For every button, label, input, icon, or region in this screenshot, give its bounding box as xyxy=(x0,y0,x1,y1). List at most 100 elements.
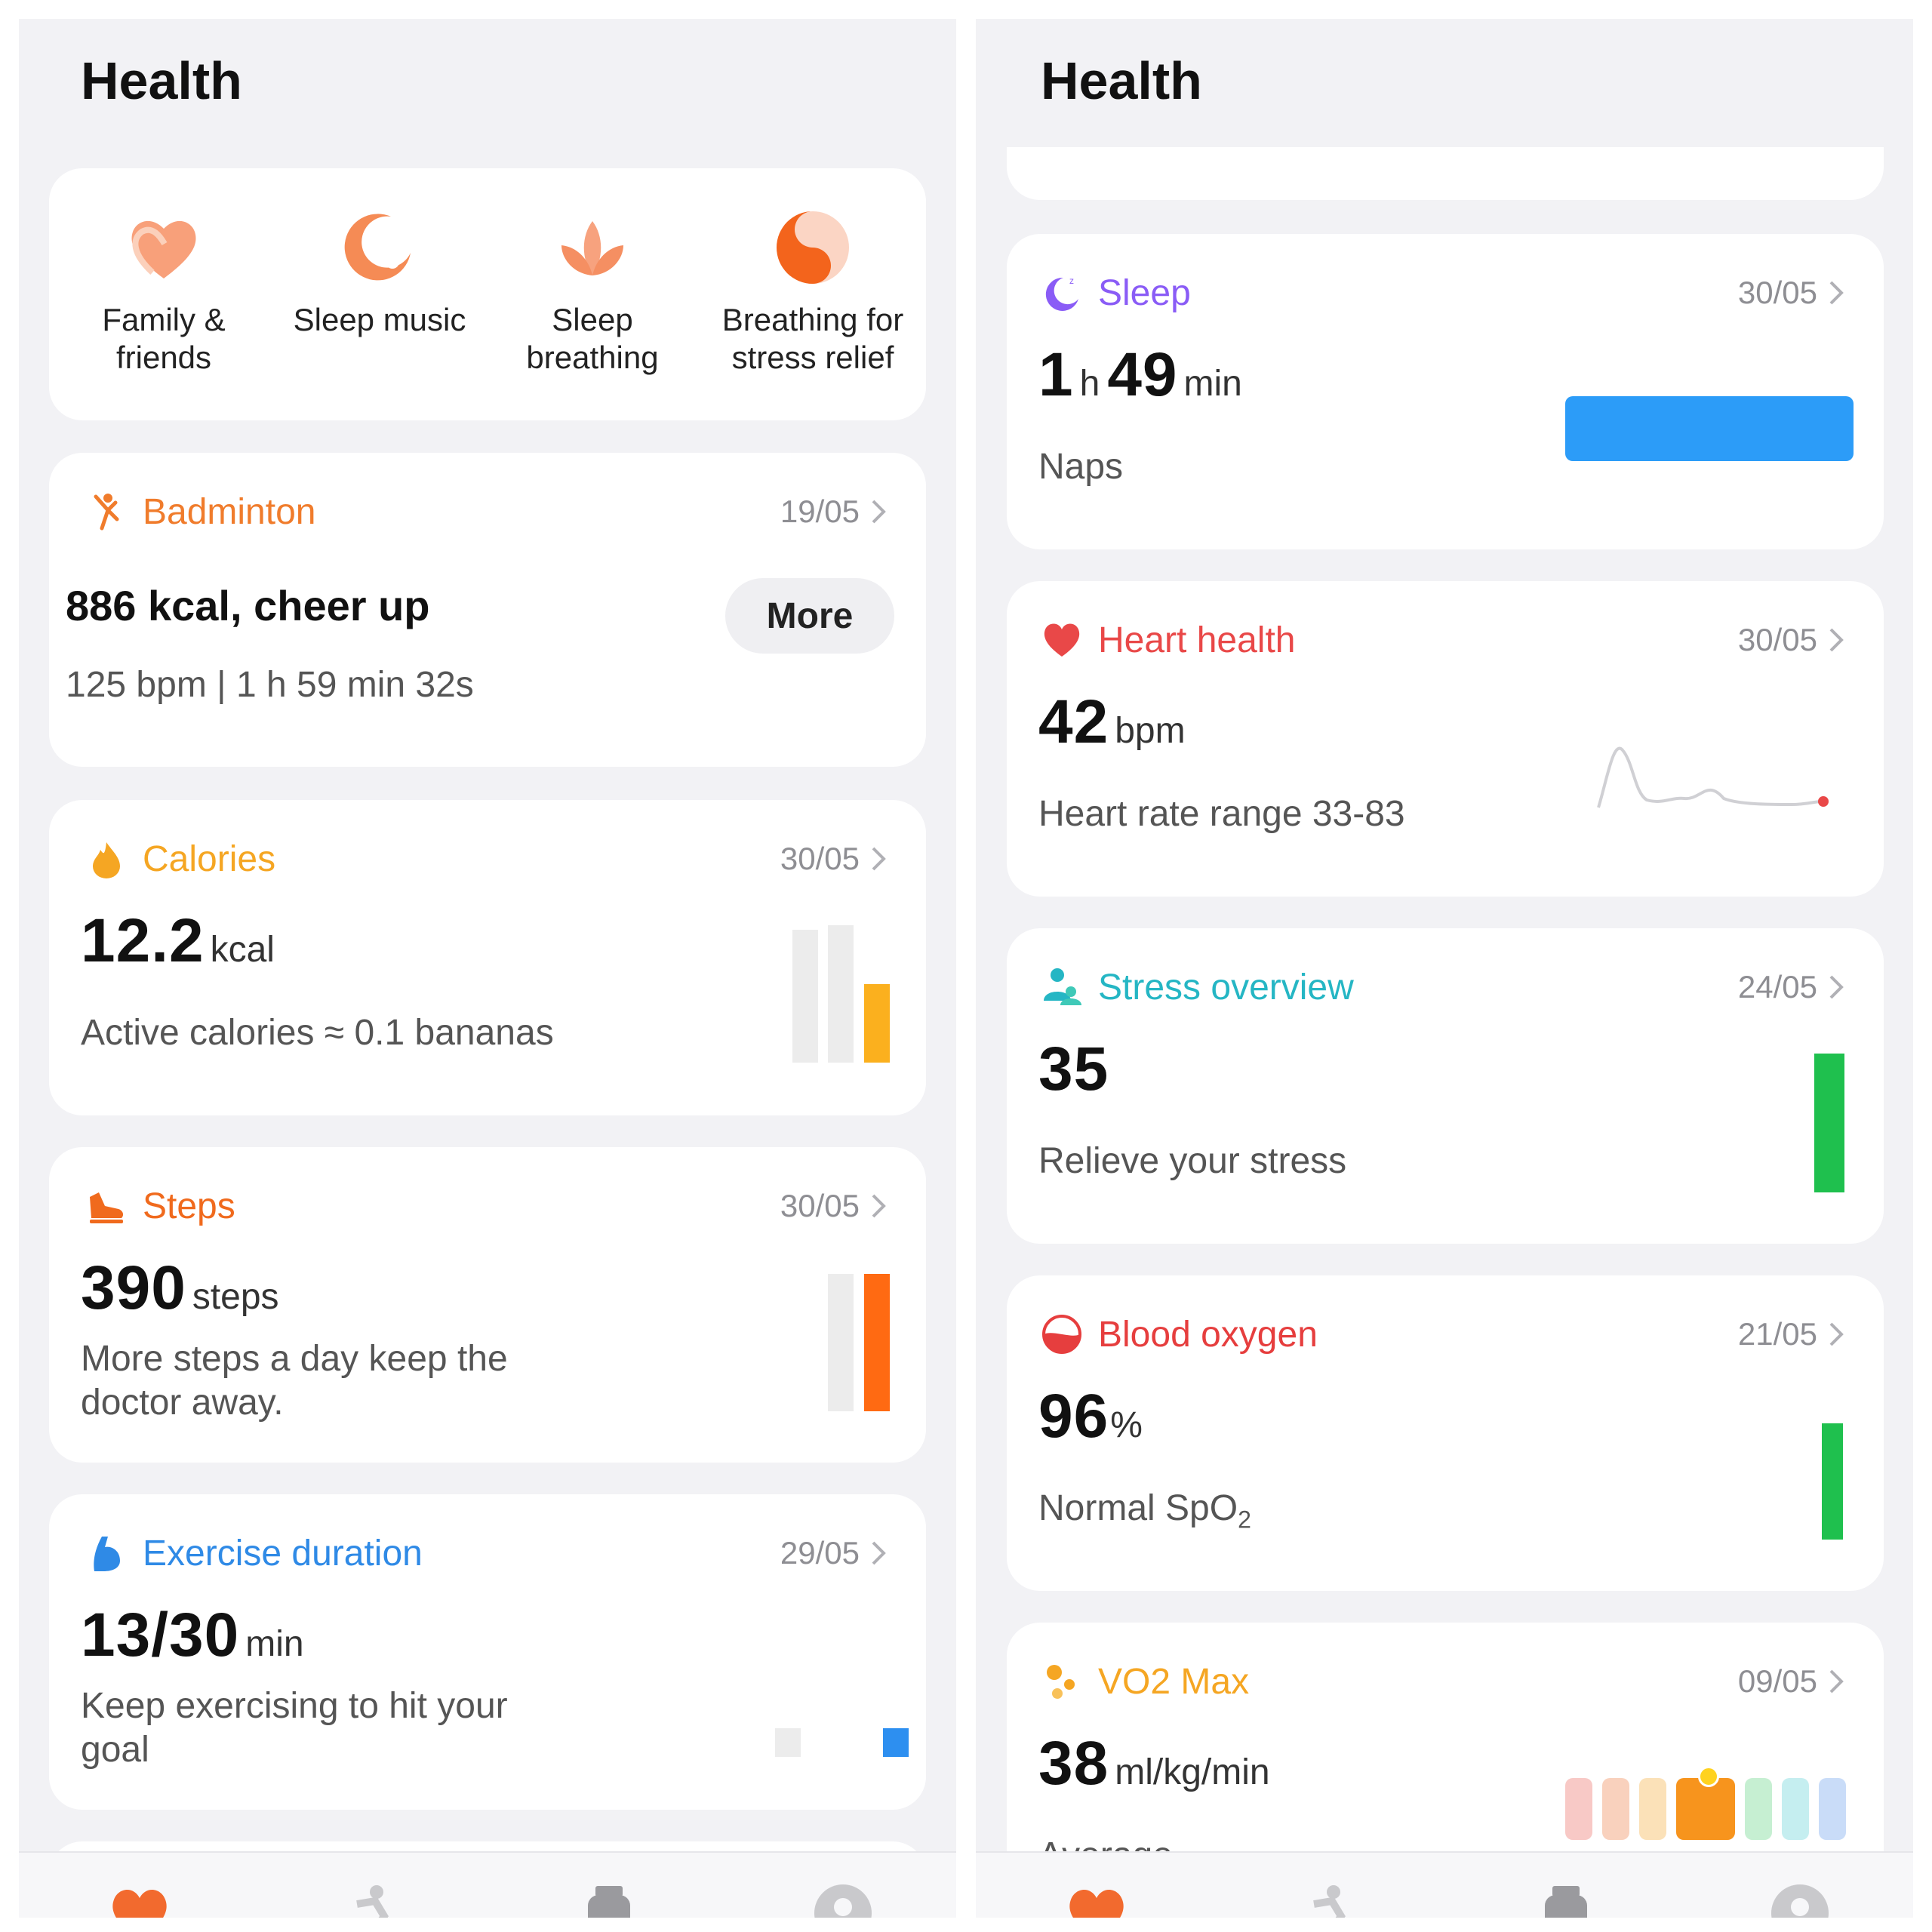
metric-subtitle: Normal SpO2 xyxy=(1038,1487,1529,1542)
date-text: 19/05 xyxy=(780,494,860,529)
metric-value: 35 xyxy=(1038,1035,1109,1103)
card-title: Heart health xyxy=(1098,620,1296,660)
lotus-icon xyxy=(561,221,623,275)
exercise-tab-icon[interactable] xyxy=(1299,1881,1362,1918)
shortcut-label: Sleep xyxy=(552,302,633,337)
chevron-right-icon xyxy=(1829,975,1844,999)
stress-card[interactable]: Stress overview 24/05 35 Relieve your st… xyxy=(1007,928,1884,1244)
date-text: 09/05 xyxy=(1737,1663,1817,1699)
device-tab-icon[interactable] xyxy=(1534,1881,1598,1918)
profile-tab-icon[interactable] xyxy=(1768,1881,1832,1918)
chart-bar-current xyxy=(883,1728,909,1757)
badminton-icon xyxy=(94,494,119,531)
card-title: Badminton xyxy=(143,491,316,532)
card-header: VO2 Max xyxy=(1041,1657,1249,1706)
date-text: 30/05 xyxy=(780,1188,860,1223)
exercise-card[interactable]: Exercise duration 29/05 13/30 min Keep ex… xyxy=(49,1494,926,1810)
shortcut-label: Sleep music xyxy=(293,302,466,337)
card-title: Steps xyxy=(143,1186,235,1226)
card-header: Badminton xyxy=(85,488,315,536)
value-unit: bpm xyxy=(1115,711,1186,751)
shortcut-breathing-stress[interactable]: Breathing for stress relief xyxy=(715,206,911,377)
metric-value: 390 steps xyxy=(81,1253,287,1324)
vo2-level-segment xyxy=(1565,1778,1592,1840)
value-hours: 1 xyxy=(1038,340,1074,409)
chevron-right-icon xyxy=(872,847,886,871)
value-unit: h xyxy=(1079,364,1100,404)
card-title: Exercise duration xyxy=(143,1533,423,1574)
chart-bar-current xyxy=(864,1274,890,1411)
value-number: 390 xyxy=(81,1254,186,1322)
card-header: Blood oxygen xyxy=(1041,1310,1318,1358)
yin-yang-icon xyxy=(777,211,849,284)
metric-subtitle: Keep exercising to hit your goal xyxy=(81,1686,508,1770)
sleep-bar xyxy=(1565,396,1854,461)
vo2-level-segment xyxy=(1745,1778,1772,1840)
music-note-icon xyxy=(344,214,411,281)
shortcut-sleep-breathing[interactable]: Sleep breathing xyxy=(494,206,691,377)
calories-card[interactable]: Calories 30/05 12.2 kcal Active calories … xyxy=(49,800,926,1115)
steps-card[interactable]: Steps 30/05 390 steps More steps a day ke… xyxy=(49,1147,926,1463)
card-header: Calories xyxy=(85,835,275,883)
vo2-level-segment xyxy=(1639,1778,1666,1840)
badminton-card[interactable]: Badminton 19/05 886 kcal, cheer up More … xyxy=(49,453,926,767)
shortcut-family-friends[interactable]: Family & friends xyxy=(66,206,262,377)
oxygen-bar xyxy=(1822,1423,1843,1540)
shortcut-label: Breathing for xyxy=(721,302,904,337)
card-header: Steps xyxy=(85,1182,235,1230)
chevron-right-icon xyxy=(1829,281,1844,305)
left-screen: Health Family & friends Sleep music xyxy=(19,19,956,1918)
shortcut-label: breathing xyxy=(526,340,659,375)
metric-value: 38 ml/kg/min xyxy=(1038,1728,1278,1799)
chart-bar xyxy=(828,1274,854,1411)
card-title: Stress overview xyxy=(1098,967,1354,1008)
vo2-level-marker xyxy=(1698,1766,1719,1787)
exercise-tab-icon[interactable] xyxy=(342,1881,405,1918)
profile-tab-icon[interactable] xyxy=(811,1881,875,1918)
chevron-right-icon xyxy=(1829,1322,1844,1346)
shortcut-label: friends xyxy=(115,340,212,375)
svg-text:z: z xyxy=(1069,275,1074,286)
more-button[interactable]: More xyxy=(725,578,894,654)
card-date: 30/05 xyxy=(780,841,887,877)
heart-rate-sparkline xyxy=(1597,746,1829,808)
health-tab-icon[interactable] xyxy=(1065,1881,1128,1918)
shortcut-sleep-music[interactable]: Sleep music xyxy=(281,206,478,339)
metric-subtitle: Relieve your stress xyxy=(1038,1141,1347,1181)
chevron-right-icon xyxy=(872,500,886,524)
bottom-nav xyxy=(19,1851,956,1918)
card-date: 30/05 xyxy=(1738,275,1844,311)
workout-headline: 886 kcal, cheer up xyxy=(66,582,430,629)
stress-people-icon xyxy=(1044,968,1081,1005)
subtitle-subscript: 2 xyxy=(1238,1506,1251,1534)
card-title: VO2 Max xyxy=(1098,1661,1250,1702)
shortcut-label: Family & xyxy=(102,302,226,337)
chevron-right-icon xyxy=(872,1541,886,1565)
page-title: Health xyxy=(81,51,242,110)
partial-card xyxy=(1007,147,1884,200)
workout-details: 125 bpm | 1 h 59 min 32s xyxy=(66,665,474,705)
card-date: 21/05 xyxy=(1738,1316,1844,1352)
flame-icon xyxy=(93,842,120,878)
value-unit: min xyxy=(1183,364,1242,404)
vo2-level-segment xyxy=(1602,1778,1629,1840)
chart-bar xyxy=(828,925,854,1063)
card-date: 30/05 xyxy=(780,1188,887,1224)
value-unit: kcal xyxy=(210,930,275,970)
date-text: 30/05 xyxy=(1737,275,1817,310)
health-tab-icon[interactable] xyxy=(108,1881,171,1918)
date-text: 30/05 xyxy=(1737,622,1817,657)
card-header: Heart health xyxy=(1041,616,1296,664)
heart-card[interactable]: Heart health 30/05 42 bpm Heart rate rang… xyxy=(1007,581,1884,897)
card-date: 09/05 xyxy=(1738,1663,1844,1700)
bottom-nav xyxy=(976,1851,1913,1918)
metric-value: 96% xyxy=(1038,1381,1150,1452)
blood-oxygen-card[interactable]: Blood oxygen 21/05 96% Normal SpO2 xyxy=(1007,1275,1884,1591)
vo2-level-segment xyxy=(1819,1778,1846,1840)
sleep-card[interactable]: z Sleep 30/05 1 h 49 min Naps xyxy=(1007,234,1884,549)
shortcut-label: stress relief xyxy=(731,340,894,375)
card-date: 30/05 xyxy=(1738,622,1844,658)
device-tab-icon[interactable] xyxy=(577,1881,641,1918)
moon-icon: z xyxy=(1045,275,1078,311)
chart-bar xyxy=(792,930,818,1063)
